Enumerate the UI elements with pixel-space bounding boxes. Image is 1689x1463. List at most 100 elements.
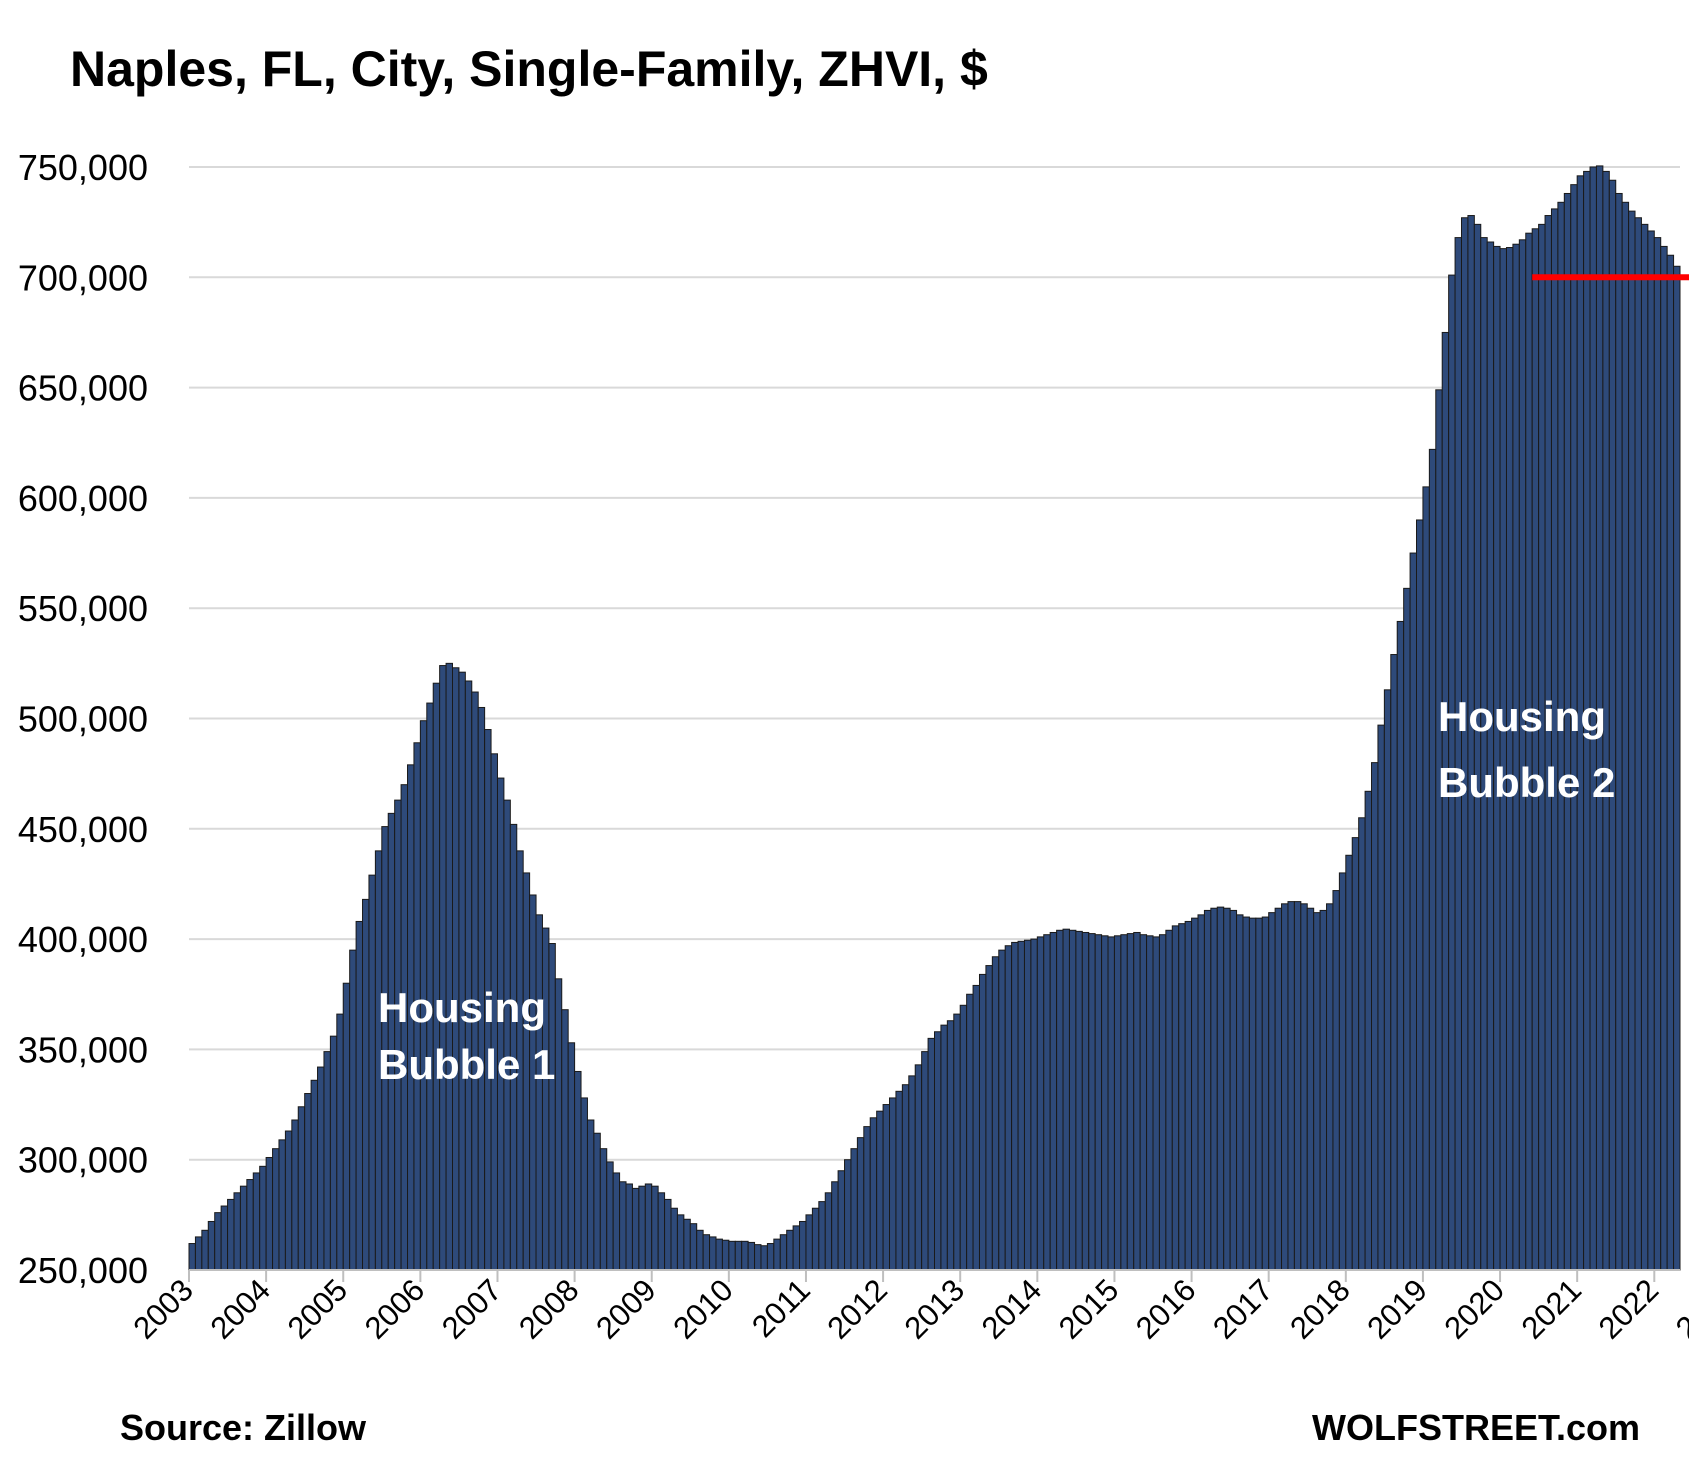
bar <box>1518 239 1527 1271</box>
bar <box>837 1170 846 1271</box>
bar <box>1660 245 1668 1271</box>
bar <box>1088 933 1096 1271</box>
bar <box>934 1031 942 1271</box>
bar <box>1544 215 1552 1271</box>
bar <box>1017 940 1025 1271</box>
bar <box>991 956 1000 1271</box>
chart-title: Naples, FL, City, Single-Family, ZHVI, $ <box>70 41 988 97</box>
bar <box>1634 217 1642 1271</box>
x-tick-label: 2020 <box>1437 1272 1511 1346</box>
bar <box>799 1220 807 1271</box>
annotation-bubble-2-line1: Housing <box>1438 693 1606 740</box>
bar <box>882 1104 891 1271</box>
bar <box>1197 914 1205 1271</box>
bar <box>1377 724 1385 1271</box>
x-tick-label: 2005 <box>281 1272 355 1346</box>
bar <box>1216 906 1225 1271</box>
bar <box>927 1037 936 1271</box>
bar <box>985 965 993 1271</box>
bar <box>1178 923 1186 1271</box>
bar <box>908 1075 916 1271</box>
bar <box>651 1185 659 1271</box>
bar <box>1326 903 1334 1271</box>
bar <box>1293 901 1302 1271</box>
bar <box>586 1119 595 1271</box>
x-tick-label: 2004 <box>204 1272 278 1346</box>
bar <box>201 1229 209 1271</box>
y-tick-label: 750,000 <box>18 147 148 188</box>
bar <box>1158 934 1167 1271</box>
bar <box>1133 931 1141 1271</box>
annotation-bubble-1-line1: Housing <box>378 984 546 1031</box>
x-tick-label: 2015 <box>1052 1272 1126 1346</box>
bar <box>612 1172 621 1271</box>
bar <box>1075 930 1083 1271</box>
bar <box>721 1239 730 1271</box>
bar <box>1139 934 1148 1271</box>
bar <box>670 1207 678 1271</box>
bar <box>792 1225 801 1271</box>
bar <box>1428 448 1437 1271</box>
bar <box>1647 230 1655 1271</box>
bar <box>1287 901 1295 1271</box>
bar <box>1621 201 1630 1271</box>
bar <box>741 1240 749 1271</box>
bar <box>895 1090 903 1271</box>
bar <box>194 1236 203 1271</box>
bar <box>1107 936 1115 1271</box>
bar <box>818 1201 826 1271</box>
bar <box>805 1214 813 1271</box>
bar <box>207 1220 216 1271</box>
bar <box>1165 929 1173 1271</box>
x-tick-label: 2019 <box>1360 1272 1434 1346</box>
bar <box>554 978 563 1271</box>
bar <box>394 799 402 1271</box>
bar <box>1281 903 1289 1271</box>
bar <box>689 1223 698 1271</box>
bar <box>1261 916 1270 1271</box>
bar <box>683 1218 691 1271</box>
bar <box>953 1013 961 1271</box>
annotation-bubble-2-line2: Bubble 2 <box>1438 759 1615 806</box>
bar <box>863 1126 871 1271</box>
y-tick-label: 700,000 <box>18 257 148 298</box>
bar <box>1531 228 1540 1271</box>
bar <box>567 1042 576 1271</box>
bar <box>850 1148 858 1271</box>
bar <box>940 1024 948 1271</box>
bar <box>779 1234 788 1271</box>
y-axis-ticks: 250,000 300,000 350,000 400,000 450,000 500,0… <box>18 147 148 1291</box>
bar <box>760 1245 768 1271</box>
bar <box>246 1179 254 1271</box>
y-tick-label: 250,000 <box>18 1250 148 1291</box>
bar <box>606 1161 614 1271</box>
brand-label: WOLFSTREET.com <box>1312 1407 1640 1448</box>
bar <box>464 680 473 1271</box>
bar <box>342 982 351 1271</box>
bar <box>696 1229 704 1271</box>
x-tick-label: 2010 <box>666 1272 740 1346</box>
bar <box>921 1051 929 1271</box>
bar <box>336 1013 344 1271</box>
bar <box>638 1185 646 1271</box>
x-tick-label: 2011 <box>745 1272 817 1344</box>
x-tick-label: 2007 <box>435 1272 509 1346</box>
bar <box>811 1207 820 1271</box>
bar <box>1351 837 1360 1271</box>
bar <box>1454 237 1462 1271</box>
bar <box>876 1110 884 1271</box>
bar <box>317 1066 325 1271</box>
x-tick-label: 2013 <box>898 1272 972 1346</box>
bar <box>966 993 974 1271</box>
bar <box>362 898 370 1271</box>
bar <box>773 1238 781 1271</box>
y-tick-label: 450,000 <box>18 809 148 850</box>
bar <box>747 1241 756 1271</box>
bar <box>355 920 364 1271</box>
bar <box>1358 817 1366 1271</box>
bar <box>1113 935 1122 1271</box>
bar <box>709 1236 717 1271</box>
bar <box>503 799 511 1271</box>
bar <box>914 1064 923 1271</box>
